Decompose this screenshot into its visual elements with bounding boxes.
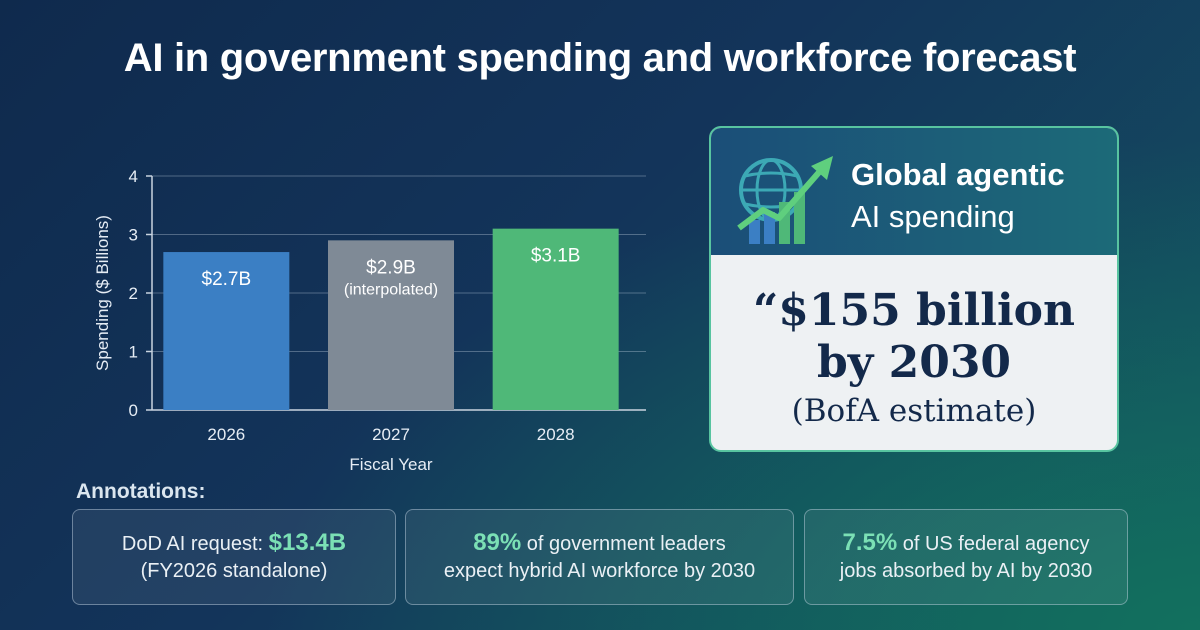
bar-value-label: $2.9B <box>366 257 416 278</box>
quote-line2: by 2030 <box>816 337 1012 388</box>
y-tick-label: 4 <box>129 167 138 186</box>
bar-chart: $2.7B $2.9B (interpolated) $3.1B 0 1 2 3 4 2026 2… <box>93 167 646 474</box>
bar-value-label: $2.7B <box>202 269 252 290</box>
annotation-box-federal-jobs: 7.5% of US federal agency jobs absorbed … <box>804 509 1128 605</box>
page-title: AI in government spending and workforce … <box>123 36 1077 80</box>
annotation-box-dod: DoD AI request: $13.4B (FY2026 standalon… <box>72 509 396 605</box>
quote-source: (BofA estimate) <box>791 393 1037 429</box>
x-axis-label: Fiscal Year <box>349 455 432 474</box>
x-tick-label: 2026 <box>207 425 245 444</box>
card-header: Global agentic AI spending <box>711 128 1117 255</box>
annotation-text: of US federal agency <box>897 533 1090 555</box>
y-tick-label: 0 <box>129 401 138 420</box>
annotation-text: of government leaders <box>521 533 726 555</box>
agentic-ai-spending-card: Global agentic AI spending “$155 billion… <box>709 126 1119 452</box>
annotation-text-line2: (FY2026 standalone) <box>140 560 328 582</box>
bar-2028 <box>492 228 619 410</box>
y-axis-label: Spending ($ Billions) <box>93 215 112 371</box>
bar-value-label: $3.1B <box>531 246 581 267</box>
annotation-highlight: 89% <box>473 529 522 556</box>
quote-line1: “$155 billion <box>752 285 1076 336</box>
annotations-heading: Annotations: <box>76 480 206 503</box>
annotation-text: DoD AI request: <box>121 533 269 555</box>
card-body: “$155 billion by 2030 (BofA estimate) <box>711 255 1117 450</box>
y-tick-label: 2 <box>129 284 138 303</box>
card-heading-line1: Global agentic <box>851 157 1065 192</box>
y-tick-label: 1 <box>129 343 138 362</box>
x-tick-label: 2027 <box>372 425 410 444</box>
card-heading: Global agentic AI spending <box>851 154 1065 238</box>
annotation-box-leaders: 89% of government leaders expect hybrid … <box>405 509 794 605</box>
annotation-text-line2: expect hybrid AI workforce by 2030 <box>443 560 756 582</box>
annotation-highlight: $13.4B <box>268 529 347 556</box>
annotation-highlight: 7.5% <box>842 529 898 556</box>
annotation-text-line2: jobs absorbed by AI by 2030 <box>839 560 1093 582</box>
bar-value-sublabel: (interpolated) <box>344 281 438 298</box>
bar-2027 <box>328 240 454 410</box>
y-tick-label: 3 <box>129 226 138 245</box>
globe-growth-arrow-icon <box>737 156 833 244</box>
card-heading-line2: AI spending <box>851 199 1015 234</box>
bar-2026 <box>163 252 290 410</box>
x-tick-label: 2028 <box>537 425 575 444</box>
